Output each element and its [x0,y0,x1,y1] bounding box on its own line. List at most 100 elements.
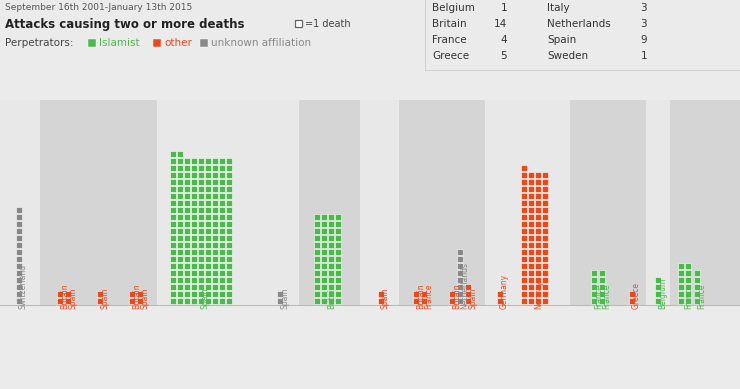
Bar [226,228,232,234]
Bar [177,242,183,248]
Bar [198,284,204,290]
Bar [528,186,534,192]
Bar [457,249,463,255]
Bar [528,249,534,255]
Text: Spain: Spain [201,287,210,309]
Bar [335,214,341,220]
Bar [591,270,597,276]
Bar [535,291,541,297]
Bar [177,270,183,276]
Text: France: France [424,284,433,309]
Bar [694,298,700,304]
Bar [219,165,225,171]
Text: Spain: Spain [280,287,289,309]
Text: Netherlands: Netherlands [547,19,610,29]
Bar [177,158,183,164]
Bar [219,207,225,213]
Bar [542,221,548,227]
Bar [328,214,334,220]
Bar [570,100,645,305]
Bar [16,221,22,227]
Bar [694,291,700,297]
Bar [16,284,22,290]
Bar [212,214,218,220]
Bar [528,228,534,234]
Bar [177,207,183,213]
Bar [97,291,103,297]
Text: France: France [684,284,693,309]
Bar [177,214,183,220]
Bar [685,277,691,283]
Text: Britain: Britain [416,283,425,309]
Bar [177,298,183,304]
Bar [335,256,341,262]
Bar [170,200,176,206]
Bar [198,277,204,283]
Bar [212,165,218,171]
Bar [198,158,204,164]
Bar [226,193,232,199]
Bar [335,298,341,304]
Bar [177,256,183,262]
Bar [40,100,157,305]
Bar [198,298,204,304]
Bar [191,186,197,192]
Bar [542,270,548,276]
Bar [599,277,605,283]
Bar [191,200,197,206]
Bar [535,249,541,255]
Bar [535,270,541,276]
Bar [212,291,218,297]
Bar [678,298,684,304]
Bar [328,298,334,304]
Bar [528,298,534,304]
Bar [335,270,341,276]
Bar [321,263,327,269]
Bar [678,284,684,290]
Bar [191,263,197,269]
Bar [170,249,176,255]
Bar [205,249,211,255]
Bar [219,158,225,164]
Bar [321,284,327,290]
Bar [542,235,548,241]
Bar [535,242,541,248]
Text: Britain: Britain [432,19,467,29]
Bar [277,298,283,304]
Bar [521,256,527,262]
Bar [212,193,218,199]
Bar [528,172,534,178]
Text: 3: 3 [640,19,647,29]
Bar [157,100,299,305]
Bar [219,249,225,255]
Bar [170,221,176,227]
Bar [170,277,176,283]
Bar [335,249,341,255]
Bar [521,228,527,234]
Bar [219,256,225,262]
Bar [535,277,541,283]
Bar [198,165,204,171]
Bar [314,221,320,227]
Text: Norway: Norway [534,280,543,309]
Bar [542,207,548,213]
Bar [542,179,548,185]
Bar [198,270,204,276]
Bar [226,298,232,304]
Bar [212,263,218,269]
Bar [591,284,597,290]
Bar [198,256,204,262]
Bar [465,298,471,304]
Text: Switzerland: Switzerland [19,264,28,309]
Bar [137,298,143,304]
Bar [177,186,183,192]
Bar [655,291,661,297]
Bar [378,291,384,297]
Bar [591,277,597,283]
Bar [205,179,211,185]
Bar [191,284,197,290]
Bar [226,214,232,220]
Bar [678,263,684,269]
Bar [314,263,320,269]
Bar [528,200,534,206]
